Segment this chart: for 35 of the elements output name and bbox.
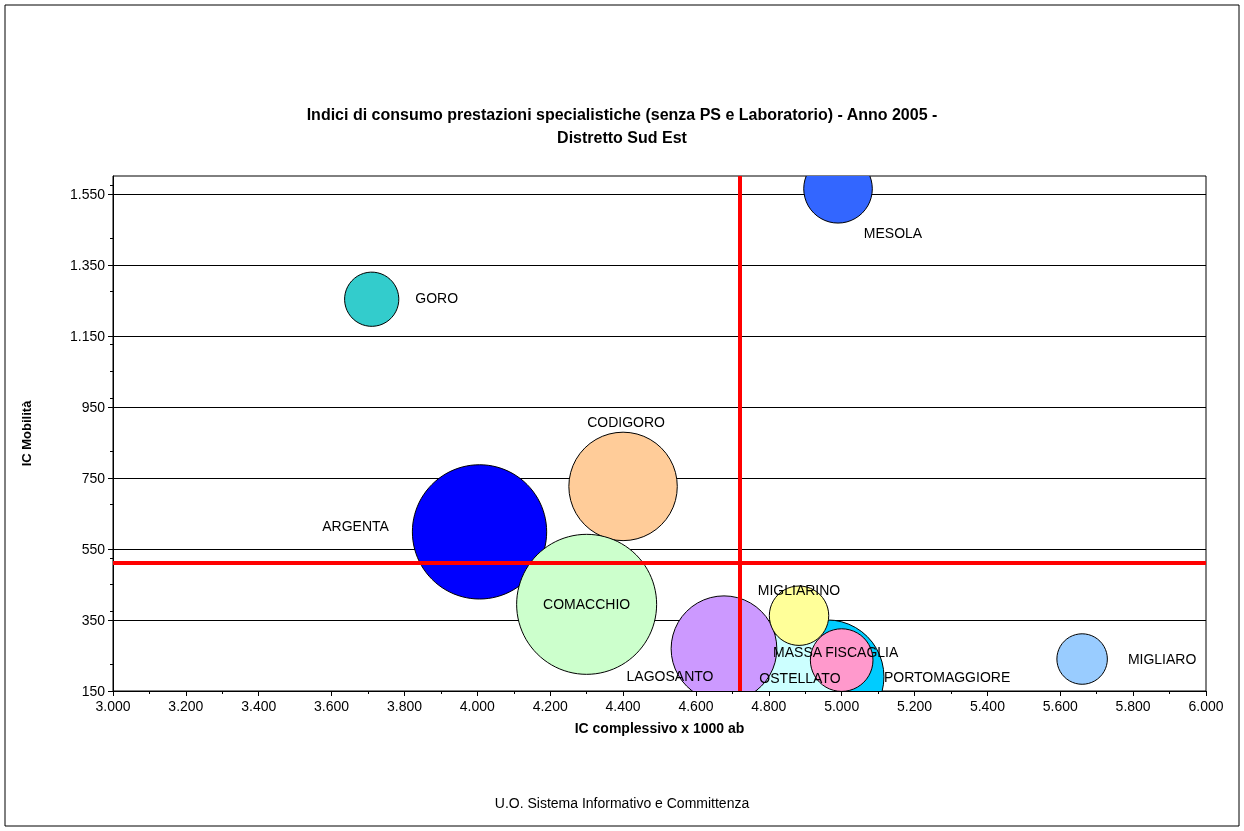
x-tick-label: 6.000 [1188, 698, 1224, 714]
x-tick-label: 5.400 [969, 698, 1006, 714]
x-tick-label: 4.400 [605, 698, 641, 714]
y-tick-label: 1.550 [69, 185, 106, 202]
series-label: MESOLA [863, 224, 923, 241]
y-tick-label: 950 [81, 398, 106, 415]
y-tick-label: 550 [81, 540, 106, 557]
text: U.O. Sistema Informativo e Committenza [494, 795, 750, 811]
x-tick-label: 5.200 [897, 698, 933, 714]
x-tick-label: 3.600 [314, 698, 350, 714]
series-label: ARGENTA [322, 517, 390, 534]
y-tick-label: 350 [81, 611, 106, 628]
x-tick-label: 3.800 [386, 698, 423, 714]
x-tick-label: 5.800 [1115, 698, 1151, 714]
series-label: COMACCHIO [543, 596, 631, 613]
x-tick-label: 5.000 [824, 698, 860, 714]
x-tick-label: 4.000 [459, 698, 496, 714]
y-tick-label: 750 [81, 469, 106, 486]
chart-title: Indici di consumo prestazioni specialistiche (senza PS e Laboratorio) - Anno 2005 - Distretto Sud Est [306, 106, 938, 146]
x-tick-label: 4.200 [532, 698, 568, 714]
y-tick-label: 1.150 [69, 327, 106, 344]
y-tick-label: 1.350 [69, 256, 106, 273]
series-label: GORO [415, 290, 459, 307]
y-axis-title: IC Mobilità [19, 399, 34, 467]
x-tick-label: 3.400 [241, 698, 277, 714]
x-tick-label: 3.200 [168, 698, 204, 714]
x-tick-label: 3.000 [95, 698, 131, 714]
series-label: MIGLIARO [1127, 651, 1197, 668]
y-tick-label: 150 [81, 683, 106, 699]
series-label: CODIGORO [587, 414, 666, 431]
x-axis-title: IC complessivo x 1000 ab [574, 720, 745, 736]
x-tick-label: 5.600 [1042, 698, 1078, 714]
x-tick-label: 4.600 [678, 698, 714, 714]
series-label: PORTOMAGGIORE [883, 668, 1011, 685]
x-tick-label: 4.800 [751, 698, 787, 714]
